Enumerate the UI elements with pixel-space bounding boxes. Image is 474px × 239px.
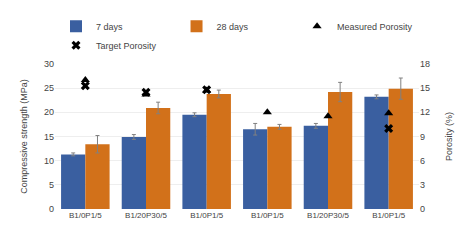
svg-text:28 days: 28 days <box>217 22 249 32</box>
svg-text:6: 6 <box>420 156 425 166</box>
svg-text:7 days: 7 days <box>96 22 123 32</box>
svg-text:0: 0 <box>420 204 425 214</box>
svg-text:20: 20 <box>44 107 54 117</box>
svg-text:25: 25 <box>44 83 54 93</box>
svg-text:B1/20P30/5: B1/20P30/5 <box>125 211 167 220</box>
svg-text:B1/0P1/5: B1/0P1/5 <box>69 211 102 220</box>
svg-text:Target Porosity: Target Porosity <box>96 41 157 51</box>
svg-text:Porosity (%): Porosity (%) <box>444 112 454 161</box>
svg-text:B1/0P1/5: B1/0P1/5 <box>251 211 284 220</box>
svg-text:B1/0P1/5: B1/0P1/5 <box>372 211 405 220</box>
svg-text:0: 0 <box>49 204 54 214</box>
svg-text:18: 18 <box>420 59 430 69</box>
svg-text:15: 15 <box>44 132 54 142</box>
svg-text:5: 5 <box>49 180 54 190</box>
svg-text:B1/0P1/5: B1/0P1/5 <box>190 211 223 220</box>
svg-text:Compressive strength (MPa): Compressive strength (MPa) <box>19 79 29 194</box>
svg-text:B1/20P30/5: B1/20P30/5 <box>307 211 349 220</box>
svg-text:10: 10 <box>44 156 54 166</box>
svg-text:12: 12 <box>420 107 430 117</box>
svg-text:9: 9 <box>420 132 425 142</box>
svg-text:15: 15 <box>420 83 430 93</box>
svg-text:30: 30 <box>44 59 54 69</box>
svg-text:Measured Porosity: Measured Porosity <box>337 22 413 32</box>
svg-text:3: 3 <box>420 180 425 190</box>
